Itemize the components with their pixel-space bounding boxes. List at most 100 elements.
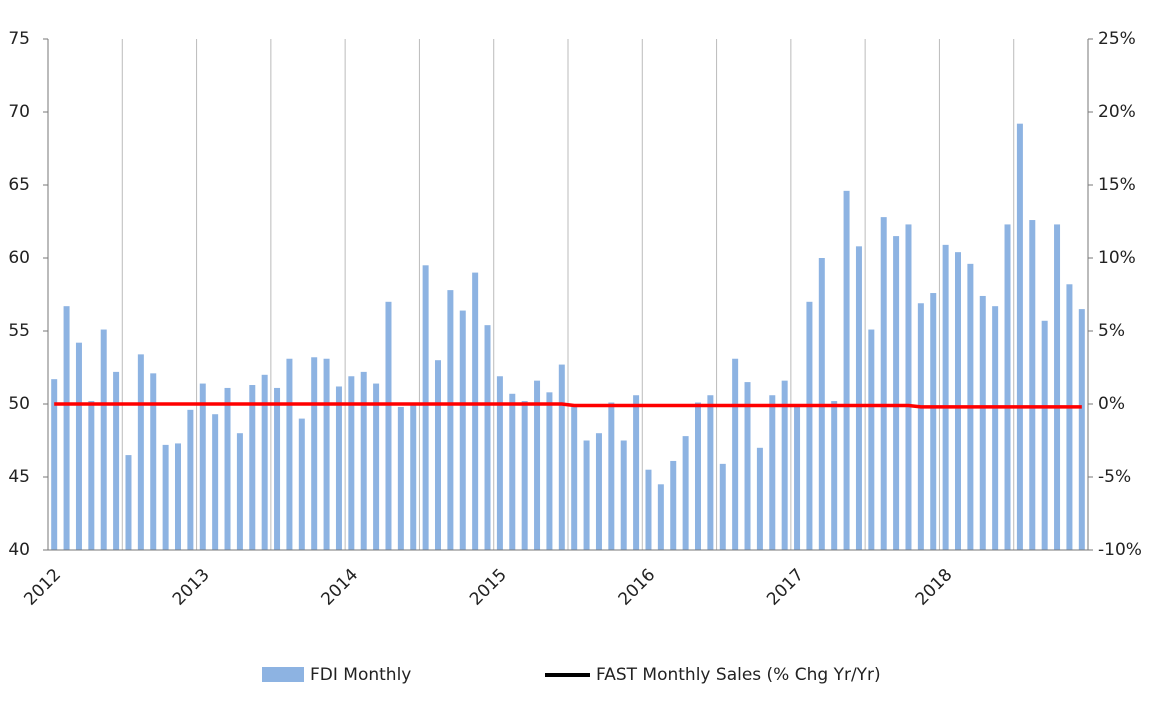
x-tick-label: 2016 <box>615 565 660 610</box>
bar <box>1066 284 1073 550</box>
bar <box>385 301 392 550</box>
bar <box>187 409 194 550</box>
bar <box>125 455 132 550</box>
bar <box>769 395 776 550</box>
bar <box>447 290 454 550</box>
bar <box>63 306 70 550</box>
y-tick-label: 60 <box>8 248 30 268</box>
bar <box>335 386 342 550</box>
bar <box>236 433 243 550</box>
x-tick-label: 2014 <box>317 565 362 610</box>
bar <box>509 393 516 550</box>
bar <box>472 272 479 550</box>
bar <box>955 252 961 550</box>
bar <box>608 402 615 550</box>
bar <box>905 224 912 551</box>
bar <box>459 310 466 550</box>
legend-label: FDI Monthly <box>310 665 411 685</box>
bar <box>794 406 801 550</box>
bar <box>595 433 602 550</box>
bar <box>1078 309 1085 550</box>
x-tick-label: 2015 <box>466 565 511 610</box>
legend-label: FAST Monthly Sales (% Chg Yr/Yr) <box>596 665 881 685</box>
bar <box>806 301 813 550</box>
bar <box>88 401 95 550</box>
bar <box>162 444 169 550</box>
y2-tick-label: 25% <box>1098 29 1136 49</box>
bar <box>348 376 355 550</box>
bar <box>521 401 528 550</box>
bar <box>670 460 677 550</box>
bar <box>175 443 181 550</box>
bar <box>781 380 788 550</box>
bar <box>583 440 590 550</box>
bar <box>51 379 58 550</box>
bar <box>100 329 107 550</box>
y-tick-label: 50 <box>8 394 30 414</box>
y2-tick-label: 10% <box>1098 248 1136 268</box>
bar <box>645 469 652 550</box>
bar <box>224 387 231 550</box>
bar <box>633 395 640 550</box>
bar <box>150 373 157 550</box>
bar <box>893 236 900 550</box>
y2-tick-label: 15% <box>1098 175 1136 195</box>
bar <box>1041 320 1048 550</box>
legend-swatch <box>262 667 304 682</box>
y2-tick-label: -5% <box>1098 467 1131 487</box>
bar <box>298 418 305 550</box>
bar <box>744 382 751 550</box>
bar <box>496 376 503 550</box>
bar <box>942 244 949 551</box>
y-tick-label: 40 <box>8 540 30 560</box>
bar <box>422 265 429 550</box>
bar <box>534 380 541 550</box>
bar <box>484 325 491 550</box>
bar <box>979 295 986 550</box>
bar <box>880 217 887 550</box>
bar <box>373 383 380 550</box>
bar <box>249 385 256 550</box>
bar <box>843 190 850 550</box>
y-tick-label: 45 <box>8 467 30 487</box>
y-tick-label: 70 <box>8 102 30 122</box>
y-tick-label: 55 <box>8 321 30 341</box>
bar <box>113 371 120 550</box>
bar <box>992 306 999 550</box>
bar <box>1054 224 1061 551</box>
bar <box>831 401 838 550</box>
x-tick-label: 2013 <box>169 565 214 610</box>
bar <box>323 358 330 550</box>
bar <box>571 406 578 550</box>
bar <box>868 329 875 550</box>
x-tick-label: 2018 <box>912 565 957 610</box>
y2-tick-label: 5% <box>1098 321 1125 341</box>
bar <box>137 354 144 550</box>
bar <box>855 246 862 550</box>
bar <box>311 357 318 550</box>
x-tick-label: 2012 <box>20 565 65 610</box>
bar <box>1004 224 1011 551</box>
bar <box>707 395 714 550</box>
bar <box>695 402 701 550</box>
y-tick-label: 75 <box>8 29 30 49</box>
bar <box>397 406 404 550</box>
bar <box>435 360 441 550</box>
bar <box>930 293 937 550</box>
bar <box>546 392 553 550</box>
y2-tick-label: -10% <box>1098 540 1142 560</box>
bar <box>756 447 763 550</box>
bar <box>261 374 268 550</box>
bar <box>732 358 739 550</box>
bar <box>274 387 281 550</box>
bar <box>719 463 726 550</box>
y2-tick-label: 20% <box>1098 102 1136 122</box>
y-tick-label: 65 <box>8 175 30 195</box>
bar <box>360 371 367 550</box>
x-tick-label: 2017 <box>763 565 808 610</box>
bar <box>286 358 293 550</box>
bar <box>410 402 417 550</box>
bar <box>657 484 664 550</box>
bar <box>212 414 219 550</box>
